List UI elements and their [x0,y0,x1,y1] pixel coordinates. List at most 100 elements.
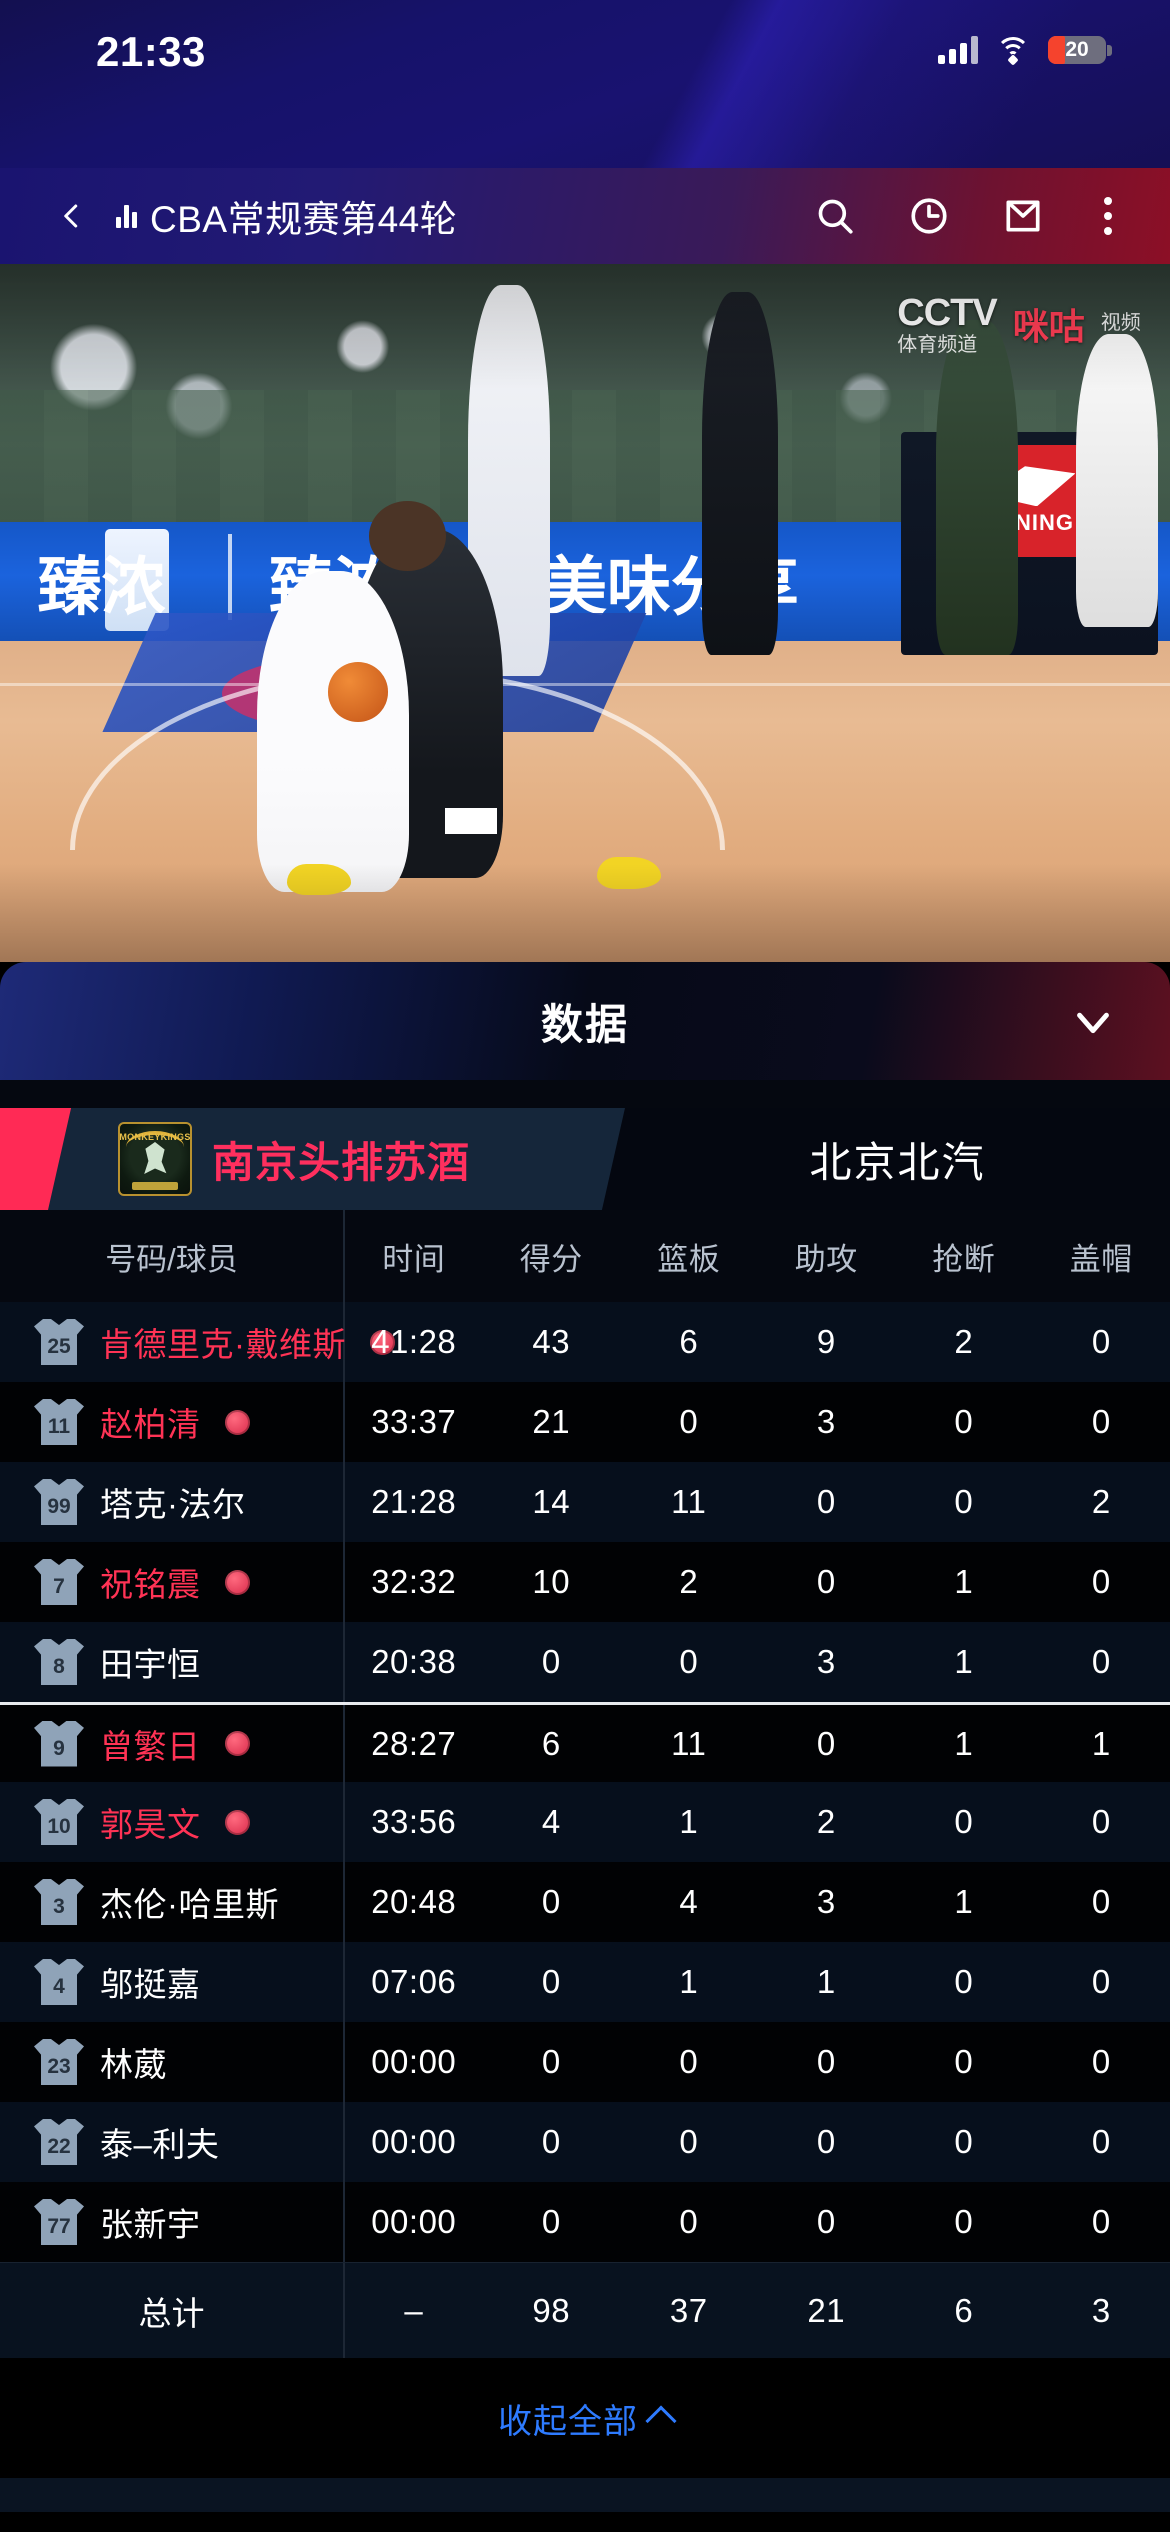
stat-blocks: 0 [1091,1643,1111,1680]
table-row[interactable]: 22 泰–利夫 00:00 0 0 0 0 0 [0,2102,1170,2182]
battery-low-icon: 20 [1048,36,1112,64]
stat-assists: 3 [816,1883,836,1920]
stat-steals: 0 [954,1483,974,1520]
stat-assists: 0 [816,1483,836,1520]
chevron-up-icon [645,2405,677,2437]
jersey-number: 23 [47,2055,71,2078]
team-name-away: 北京北汽 [809,1138,986,1186]
column-header-steals: 抢断 [932,1241,996,1277]
stat-minutes: 21:28 [371,1483,457,1520]
stat-points: 6 [541,1724,561,1762]
stat-rebounds: 4 [679,1883,699,1920]
jersey-number: 11 [47,1415,71,1438]
stat-steals: 0 [954,2043,974,2080]
table-row[interactable]: 4 邬挺嘉 07:06 0 1 1 0 0 [0,1942,1170,2022]
total-label: 总计 [138,2294,205,2332]
jersey-icon: 11 [34,1399,84,1445]
table-row[interactable]: 25 肯德里克·戴维斯 41:28 43 6 9 2 0 [0,1302,1170,1382]
jersey-number: 99 [47,1495,71,1518]
video-player[interactable]: 臻浓 臻浓营养 美味分享 LI-NING CCTV 体育频道 咪咕 视频 [0,264,1170,962]
jersey-number: 25 [47,1335,71,1358]
panel-spacer [0,1080,1170,1108]
stat-minutes: 20:38 [371,1643,457,1680]
bottom-bar [0,2478,1170,2512]
basketball-starter-icon [224,1731,250,1756]
player-cell: 4 邬挺嘉 [0,1942,345,2022]
stat-rebounds: 11 [671,1483,707,1520]
table-header-row: 号码/球员 时间 得分 篮板 助攻 抢断 盖帽 [0,1210,1170,1302]
stat-blocks: 2 [1091,1483,1111,1520]
stat-assists: 3 [816,1643,836,1680]
table-row-total: 总计 – 98 37 21 6 3 [0,2262,1170,2358]
table-row[interactable]: 99 塔克·法尔 21:28 14 11 0 0 2 [0,1462,1170,1542]
stats-panel-header[interactable]: 数据 [0,962,1170,1080]
player-cell: 99 塔克·法尔 [0,1462,345,1542]
table-row[interactable]: 23 林葳 00:00 0 0 0 0 0 [0,2022,1170,2102]
basketball-starter-icon [224,1569,250,1595]
jersey-icon: 22 [34,2119,84,2165]
chevron-down-icon[interactable] [1070,998,1116,1044]
court-line [0,682,1170,686]
stat-rebounds: 0 [679,2123,699,2160]
column-header-minutes: 时间 [382,1241,446,1277]
team-tab-home[interactable]: MONKEYKINGS 南京头排苏酒 [0,1108,625,1210]
stat-steals: 0 [954,2123,974,2160]
team-tab-away[interactable]: 北京北汽 [625,1108,1170,1210]
table-row[interactable]: 10 郭昊文 33:56 4 1 2 0 0 [0,1782,1170,1862]
cctv-logo: CCTV [897,292,997,335]
migu-sub-label: 视频 [1101,313,1141,334]
player-name: 肯德里克·戴维斯 [100,1326,346,1363]
cctv-sub-label: 体育频道 [897,334,996,356]
stat-assists: 0 [816,2203,836,2240]
nav-title-group: CBA常规赛第44轮 [116,189,814,243]
stat-rebounds: 11 [671,1724,707,1762]
stat-assists: 3 [816,1403,836,1440]
jersey-icon: 3 [34,1879,84,1925]
table-row[interactable]: 7 祝铭震 32:32 10 2 0 1 0 [0,1542,1170,1622]
jersey-icon: 4 [34,1959,84,2005]
jersey-icon: 23 [34,2039,84,2085]
history-clock-icon[interactable] [908,195,950,237]
video-vignette [0,264,1170,962]
stat-blocks: 0 [1091,2203,1111,2240]
team-logo-home: MONKEYKINGS [118,1122,192,1196]
jersey-icon: 7 [34,1559,84,1605]
player-name: 邬挺嘉 [100,1966,201,2003]
jersey-number: 22 [47,2135,71,2158]
table-row[interactable]: 3 杰伦·哈里斯 20:48 0 4 3 1 0 [0,1862,1170,1942]
table-row[interactable]: 11 赵柏清 33:37 21 0 3 0 0 [0,1382,1170,1462]
jersey-number: 8 [53,1655,65,1678]
jersey-number: 10 [47,1815,71,1838]
stat-blocks: 0 [1091,1563,1111,1600]
player-name: 郭昊文 [100,1806,201,1843]
total-steals: 6 [954,2291,974,2329]
jersey-number: 7 [53,1575,65,1598]
signal-bars-icon [938,36,978,64]
player-dark-back [936,319,1018,655]
stat-assists: 0 [816,1563,836,1600]
stat-minutes: 41:28 [371,1323,457,1360]
stat-assists: 0 [816,1724,836,1762]
table-body: 25 肯德里克·戴维斯 41:28 43 6 9 2 0 11 赵柏清 33:37 21 0 3 0 0 99 塔… [0,1302,1170,2262]
player-name: 赵柏清 [100,1406,201,1443]
stat-assists: 2 [816,1803,836,1840]
mail-envelope-icon[interactable] [1002,195,1044,237]
jersey-number: 3 [53,1895,65,1918]
stat-minutes: 00:00 [371,2123,457,2160]
more-vertical-icon[interactable] [1096,197,1120,235]
collapse-all-button[interactable]: 收起全部 [0,2358,1170,2478]
stat-minutes: 28:27 [371,1724,457,1762]
table-row[interactable]: 8 田宇恒 20:38 0 0 3 1 0 [0,1622,1170,1702]
stat-rebounds: 0 [679,1403,699,1440]
table-row[interactable]: 9 曾繁日 28:27 6 11 0 1 1 [0,1702,1170,1782]
stat-rebounds: 2 [679,1563,699,1600]
stat-assists: 9 [816,1323,836,1360]
table-row[interactable]: 77 张新宇 00:00 0 0 0 0 0 [0,2182,1170,2262]
search-icon[interactable] [814,195,856,237]
jersey-icon: 10 [34,1799,84,1845]
back-button[interactable] [46,190,98,242]
stat-steals: 0 [954,2203,974,2240]
jersey-number: 9 [53,1736,65,1760]
stat-steals: 1 [954,1724,974,1762]
collapse-all-label: 收起全部 [498,2402,638,2441]
